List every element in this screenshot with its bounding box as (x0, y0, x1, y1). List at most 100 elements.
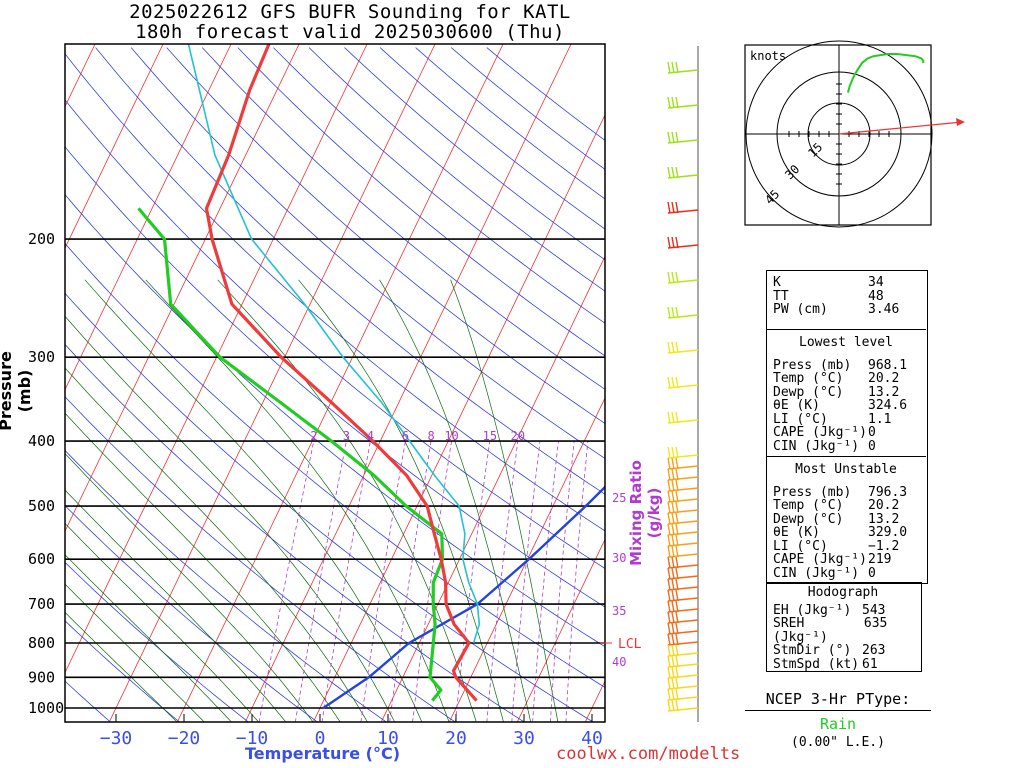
temp-tick-label: −20 (168, 728, 201, 749)
lowest-row-value: 13.2 (868, 384, 900, 400)
moist-adiabat (65, 554, 232, 722)
barb-shaft (667, 384, 699, 389)
barb-flag (675, 644, 679, 657)
barb-flag (675, 677, 679, 690)
unstable-row-value: 796.3 (868, 484, 908, 500)
barb-shaft (667, 696, 699, 701)
x-axis-label: Temperature (°C) (245, 744, 401, 763)
barb-flag (667, 512, 671, 525)
barb-flag (671, 306, 675, 319)
barb-flag (671, 376, 675, 389)
mixing-tick-label: 6 (402, 429, 409, 443)
wind-barb (667, 271, 699, 284)
barb-shaft (667, 630, 699, 635)
wind-barb (667, 61, 699, 74)
dry-adiabat (65, 146, 605, 608)
pw-label: PW (cm) (773, 302, 828, 317)
barb-shaft (667, 244, 699, 249)
unstable-row-label: LI (°C) (773, 538, 828, 554)
barb-flag (667, 61, 671, 74)
lowest-row-label: θE (K) (773, 398, 820, 413)
lowest-row-value: 968.1 (868, 357, 908, 373)
dry-adiabat (308, 47, 605, 292)
barb-flag (675, 699, 679, 712)
moist-adiabat (65, 522, 260, 722)
wind-barb (667, 131, 699, 144)
barb-shaft (667, 419, 699, 424)
mixing-side-label: 25 (612, 491, 626, 505)
barb-flag (667, 376, 671, 389)
lowest-row-label: Temp (°C) (773, 371, 844, 386)
barb-flag (667, 677, 671, 690)
barb-flag (671, 622, 675, 635)
barb-shaft (667, 487, 699, 492)
barb-flag (671, 96, 675, 109)
barb-flag (675, 578, 679, 591)
pressure-tick-label: 800 (28, 634, 55, 652)
mixing-tick-label: 15 (483, 429, 497, 443)
barb-flag (675, 611, 679, 624)
barb-flag (671, 666, 675, 679)
barb-flag (667, 468, 671, 481)
dry-adiabat (65, 292, 594, 722)
dry-adiabat (65, 449, 387, 722)
hodo_stats-row-value: 61 (862, 656, 878, 672)
barb-shaft (667, 641, 699, 646)
barb-shaft (667, 685, 699, 690)
unstable-row-value: 0 (868, 565, 876, 581)
dry-adiabat (65, 99, 605, 569)
barb-shaft (667, 520, 699, 525)
barb-shaft (667, 608, 699, 613)
wind-barb (667, 622, 699, 635)
barb-shaft (667, 465, 699, 470)
barb-flag (667, 411, 671, 424)
lowest-level-table: Lowest level Press (mb) 968.1 Temp (°C) 20.… (766, 336, 926, 453)
pressure-tick-label: 1000 (28, 699, 64, 717)
moist-adiabat (217, 279, 477, 722)
wind-barb (667, 666, 699, 679)
isotherm-line (108, 44, 436, 722)
barb-shaft (667, 542, 699, 547)
wind-barb (667, 556, 699, 569)
wind-barb (667, 236, 699, 249)
barb-shaft (667, 586, 699, 591)
hodo_stats-row-value: 635 (863, 616, 888, 631)
dry-adiabat (65, 396, 456, 722)
wind-barb (667, 166, 699, 179)
barb-flag (675, 556, 679, 569)
barb-flag (675, 411, 679, 424)
barb-shaft (667, 575, 699, 580)
barb-flag (675, 457, 679, 470)
unstable-row: Temp (°C) 20.2 (766, 499, 926, 513)
barb-shaft (667, 139, 699, 144)
barb-flag (675, 96, 679, 109)
hodograph-trace (846, 53, 925, 93)
wind-barb (667, 578, 699, 591)
pressure-tick-label: 300 (28, 348, 55, 366)
tt-value: 48 (868, 288, 884, 304)
barb-shaft (667, 652, 699, 657)
barb-flag (675, 600, 679, 613)
pressure-tick-label: 900 (28, 668, 55, 686)
lowest-row: θE (K) 324.6 (766, 399, 926, 413)
hodo_stats-row: StmDir (°) 263 (766, 644, 920, 658)
moist-adiabat (65, 611, 178, 722)
unstable-row: LI (°C) −1.2 (766, 538, 926, 554)
hodo_stats-row-label: StmSpd (kt) (773, 656, 860, 672)
barb-flag (675, 589, 679, 602)
unstable-row-label: CAPE (Jkg⁻¹) (773, 552, 867, 567)
barb-flag (667, 446, 671, 459)
wind-barb (667, 655, 699, 668)
mixing-tick-label: 20 (511, 429, 525, 443)
barb-shaft (667, 564, 699, 569)
wind-barb (667, 341, 699, 354)
barb-shaft (667, 498, 699, 503)
lowest-row-label: LI (°C) (773, 411, 828, 427)
wind-barb (667, 644, 699, 657)
barb-flag (671, 236, 675, 249)
wind-barb (667, 306, 699, 319)
unstable-row-label: Dewp (°C) (773, 511, 844, 527)
barb-flag (671, 166, 675, 179)
